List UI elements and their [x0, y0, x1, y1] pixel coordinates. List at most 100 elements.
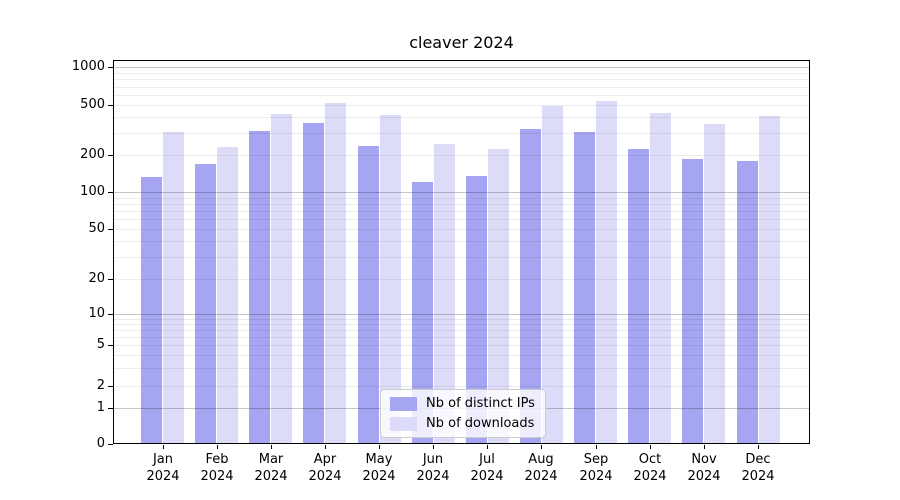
- gridline-minor-500: [113, 105, 810, 106]
- bar-distinct-ips-nov: [682, 159, 704, 444]
- gridline-minor-6: [113, 336, 810, 338]
- x-tick-label-sep: Sep 2024: [579, 452, 613, 484]
- legend-item-distinct-ips: Nb of distinct IPs: [390, 396, 535, 411]
- gridline-minor-70: [113, 211, 810, 213]
- bar-downloads-aug: [541, 106, 563, 444]
- gridline-minor-7: [113, 329, 810, 331]
- x-tick-mark-may: [379, 445, 380, 449]
- x-tick-mark-aug: [541, 445, 542, 449]
- bar-distinct-ips-oct: [628, 149, 650, 444]
- legend-label-distinct-ips: Nb of distinct IPs: [426, 396, 535, 411]
- y-tick-mark-2: [108, 386, 113, 387]
- y-tick-label-10: 10: [88, 306, 105, 321]
- y-tick-label-20: 20: [88, 271, 105, 286]
- bar-downloads-jan: [163, 132, 184, 444]
- y-tick-mark-1: [108, 408, 113, 409]
- bar-downloads-oct: [650, 113, 672, 444]
- bar-downloads-mar: [271, 113, 293, 444]
- x-tick-mark-nov: [704, 445, 705, 449]
- x-tick-label-aug: Aug 2024: [524, 452, 558, 484]
- gridline-minor-200: [113, 155, 810, 156]
- gridline-minor-80: [113, 203, 810, 205]
- x-tick-label-jun: Jun 2024: [416, 452, 450, 484]
- legend-swatch-downloads: [390, 416, 417, 431]
- y-tick-label-1: 1: [96, 400, 105, 415]
- x-tick-mark-dec: [758, 445, 759, 449]
- bar-downloads-may: [379, 114, 401, 444]
- y-tick-label-2: 2: [96, 378, 105, 393]
- x-tick-label-may: May 2024: [362, 452, 396, 484]
- gridline-major-1000: [113, 67, 810, 68]
- bar-downloads-sep: [596, 100, 618, 444]
- gridline-minor-5: [113, 345, 810, 346]
- bar-distinct-ips-sep: [574, 131, 596, 444]
- plot-area: [113, 60, 810, 444]
- y-tick-label-500: 500: [80, 97, 105, 112]
- gridline-major-100: [113, 192, 810, 193]
- legend-item-downloads: Nb of downloads: [390, 416, 535, 431]
- bar-downloads-jul: [487, 148, 509, 444]
- chart-title: cleaver 2024: [409, 33, 514, 52]
- gridline-minor-8: [113, 323, 810, 325]
- x-tick-label-dec: Dec 2024: [741, 452, 775, 484]
- x-tick-mark-mar: [271, 445, 272, 449]
- legend-swatch-distinct-ips: [390, 396, 417, 411]
- bar-distinct-ips-jul: [465, 175, 487, 444]
- gridline-minor-60: [113, 219, 810, 221]
- bar-downloads-apr: [325, 103, 347, 444]
- gridline-minor-30: [113, 256, 810, 258]
- bar-distinct-ips-may: [357, 145, 379, 444]
- bar-distinct-ips-dec: [736, 160, 758, 444]
- y-tick-mark-5: [108, 345, 113, 346]
- x-tick-mark-feb: [217, 445, 218, 449]
- bar-downloads-jun: [433, 143, 455, 444]
- y-tick-mark-50: [108, 229, 113, 230]
- x-tick-label-jan: Jan 2024: [146, 452, 180, 484]
- gridline-major-10: [113, 314, 810, 315]
- y-tick-mark-0: [108, 444, 113, 445]
- gridline-minor-800: [113, 79, 810, 81]
- x-tick-label-nov: Nov 2024: [687, 452, 721, 484]
- bar-downloads-nov: [704, 123, 726, 444]
- x-tick-mark-sep: [596, 445, 597, 449]
- bar-downloads-dec: [758, 116, 780, 444]
- axis-spine-left: [113, 60, 114, 444]
- bar-distinct-ips-mar: [249, 131, 271, 444]
- gridline-minor-20: [113, 279, 810, 280]
- bar-distinct-ips-apr: [303, 122, 325, 444]
- x-tick-mark-jan: [163, 445, 164, 449]
- y-tick-mark-500: [108, 105, 113, 106]
- y-tick-label-5: 5: [96, 337, 105, 352]
- x-tick-mark-jul: [487, 445, 488, 449]
- gridline-minor-90: [113, 197, 810, 199]
- gridline-minor-40: [113, 241, 810, 243]
- bar-distinct-ips-aug: [519, 129, 541, 444]
- y-tick-label-0: 0: [96, 436, 105, 451]
- gridline-minor-300: [113, 132, 810, 134]
- bar-distinct-ips-feb: [195, 164, 217, 444]
- y-tick-mark-100: [108, 192, 113, 193]
- x-tick-label-oct: Oct 2024: [633, 452, 667, 484]
- y-tick-label-1000: 1000: [71, 59, 105, 74]
- gridline-minor-600: [113, 95, 810, 96]
- y-tick-mark-200: [108, 155, 113, 156]
- bar-distinct-ips-jun: [411, 182, 433, 444]
- axis-spine-bottom: [113, 443, 810, 444]
- x-tick-label-mar: Mar 2024: [254, 452, 288, 484]
- axis-spine-right: [809, 60, 810, 444]
- axis-spine-top: [113, 60, 810, 61]
- gridline-minor-700: [113, 86, 810, 88]
- x-tick-label-jul: Jul 2024: [470, 452, 504, 484]
- gridline-minor-50: [113, 229, 810, 230]
- gridline-minor-400: [113, 117, 810, 119]
- x-tick-mark-oct: [650, 445, 651, 449]
- gridline-minor-900: [113, 72, 810, 74]
- y-tick-label-200: 200: [80, 147, 105, 162]
- gridline-minor-9: [113, 318, 810, 320]
- x-tick-label-apr: Apr 2024: [308, 452, 342, 484]
- bar-distinct-ips-jan: [141, 176, 162, 444]
- y-tick-mark-20: [108, 279, 113, 280]
- legend-label-downloads: Nb of downloads: [426, 416, 535, 431]
- bar-downloads-feb: [217, 147, 239, 444]
